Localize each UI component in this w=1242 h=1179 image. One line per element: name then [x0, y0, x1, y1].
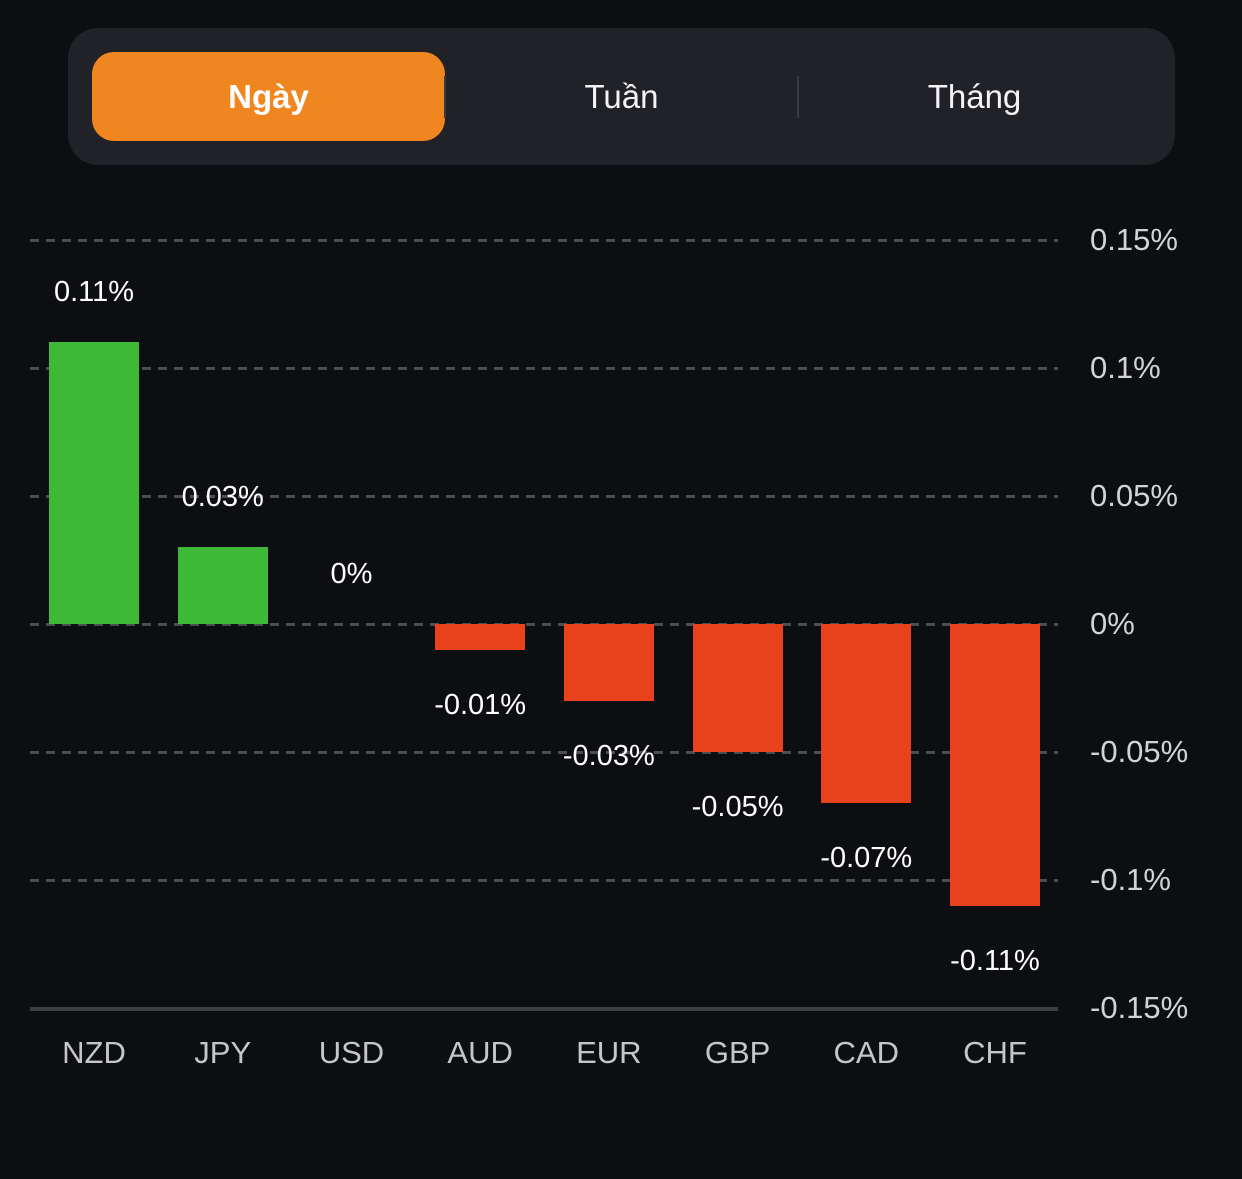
value-label-GBP: -0.05% [691, 791, 784, 823]
y-tick-label: -0.05% [1090, 734, 1189, 769]
value-label-CAD: -0.07% [820, 842, 913, 875]
category-label-AUD: AUD [447, 1035, 513, 1070]
category-label-CAD: CAD [833, 1035, 899, 1070]
category-label-JPY: JPY [194, 1035, 252, 1070]
gridline [30, 622, 1058, 626]
tab-day-label: Ngày [228, 77, 309, 115]
category-label-GBP: GBP [704, 1035, 771, 1070]
category-label-NZD: NZD [62, 1035, 126, 1070]
x-axis-line [30, 1006, 1058, 1011]
tab-month-label: Tháng [927, 77, 1022, 115]
value-label-USD: 0% [330, 558, 373, 590]
bar-CAD[interactable] [821, 624, 912, 804]
tab-week-label: Tuần [584, 77, 659, 115]
category-label-USD: USD [318, 1035, 385, 1070]
tab-day[interactable]: Ngày [92, 52, 445, 141]
y-tick-label: 0% [1090, 606, 1135, 641]
y-tick-label: -0.15% [1090, 990, 1189, 1025]
gridline [30, 750, 1058, 754]
gridline [30, 494, 1058, 498]
value-label-EUR: -0.03% [562, 739, 655, 772]
y-tick-label: -0.1% [1090, 862, 1171, 897]
bar-chart: 0.15% 0.1% 0.05% 0% -0.05% -0.1% -0.15% 0.11% NZ… [0, 165, 1242, 1179]
tab-week[interactable]: Tuần [445, 52, 798, 141]
bar-CHF[interactable] [949, 624, 1040, 906]
y-tick-label: 0.05% [1090, 478, 1178, 513]
value-label-CHF: -0.11% [950, 944, 1040, 977]
category-label-EUR: EUR [576, 1035, 642, 1070]
bar-NZD[interactable] [49, 342, 139, 624]
bar-AUD[interactable] [435, 624, 526, 650]
value-label-NZD: 0.11% [53, 276, 135, 309]
y-tick-label: 0.1% [1090, 350, 1161, 385]
value-label-JPY: 0.03% [181, 481, 264, 514]
bar-JPY[interactable] [177, 547, 268, 624]
bar-GBP[interactable] [692, 624, 783, 752]
gridline [30, 878, 1058, 882]
value-label-AUD: -0.01% [434, 688, 527, 721]
gridline [30, 366, 1058, 370]
y-tick-label: 0.15% [1090, 222, 1178, 257]
period-tabbar: Ngày Tuần Tháng [68, 28, 1175, 165]
gridline [30, 238, 1058, 242]
bar-EUR[interactable] [563, 624, 654, 701]
category-label-CHF: CHF [963, 1035, 1027, 1070]
tab-month[interactable]: Tháng [798, 52, 1151, 141]
